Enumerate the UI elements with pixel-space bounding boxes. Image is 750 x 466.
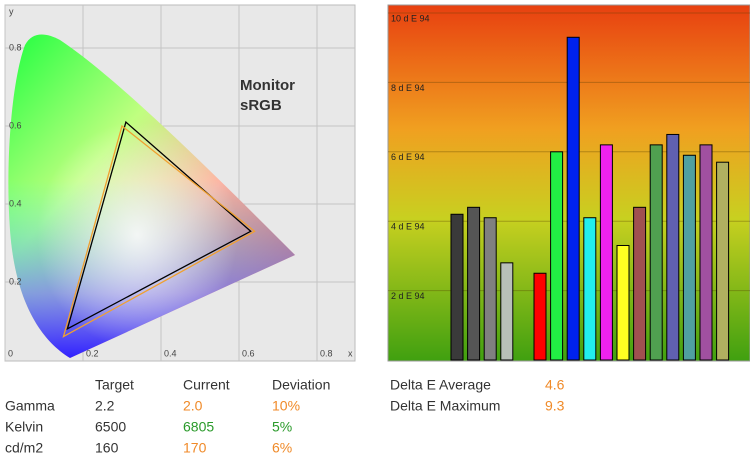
y-tick-label: 0.6: [9, 120, 22, 130]
x-tick-label: 0.2: [86, 348, 99, 358]
bar: [483, 217, 497, 361]
bar: [649, 144, 663, 361]
row-label: cd/m2: [5, 440, 43, 456]
y-tick-label: 0.8: [9, 42, 22, 52]
y-tick-label: 8 d E 94: [391, 83, 425, 93]
y-axis-label: y: [9, 6, 14, 16]
y-tick-label: 0.4: [9, 198, 22, 208]
x-axis-label: x: [348, 348, 353, 358]
bar: [533, 272, 547, 361]
y-tick-label: 0.2: [9, 276, 22, 286]
bar: [467, 206, 481, 361]
y-tick-label: 6 d E 94: [391, 152, 425, 162]
cell: 5%: [272, 419, 292, 435]
bar: [566, 36, 580, 361]
x-tick-label: 0.8: [320, 348, 333, 358]
row-label: Delta E Maximum: [390, 398, 500, 414]
row-label: Kelvin: [5, 419, 43, 435]
gamut-triangle: [66, 120, 252, 331]
bar: [599, 144, 613, 361]
cell: 4.6: [545, 377, 565, 393]
x-tick-label: 0.6: [242, 348, 255, 358]
cell: 2.0: [183, 398, 203, 414]
column-header: Target: [95, 377, 134, 393]
legend-entry: sRGB: [240, 97, 282, 114]
y-tick-label: 10 d E 94: [391, 13, 430, 23]
cell: 6%: [272, 440, 292, 456]
x-tick-label: 0.4: [164, 348, 177, 358]
bar: [716, 161, 730, 361]
column-header: Current: [183, 377, 230, 393]
cell: 6805: [183, 419, 214, 435]
y-tick-label: 2 d E 94: [391, 291, 425, 301]
gamut-triangle: [62, 124, 256, 338]
row-label: Gamma: [5, 398, 55, 414]
legend-entry: Monitor: [240, 77, 295, 94]
bar: [616, 244, 630, 361]
bar: [699, 144, 713, 361]
bar: [450, 213, 464, 361]
cell: 170: [183, 440, 207, 456]
cell: 6500: [95, 419, 126, 435]
bar: [682, 154, 696, 361]
bar: [500, 262, 514, 361]
row-label: Delta E Average: [390, 377, 491, 393]
y-tick-label: 4 d E 94: [391, 222, 425, 232]
cell: 2.2: [95, 398, 115, 414]
bar: [633, 206, 647, 361]
x-tick-label: 0: [8, 348, 13, 358]
cell: 9.3: [545, 398, 565, 414]
column-header: Deviation: [272, 377, 330, 393]
bar: [583, 217, 597, 361]
bar: [550, 151, 564, 361]
cell: 10%: [272, 398, 300, 414]
cell: 160: [95, 440, 119, 456]
bar: [666, 133, 680, 361]
